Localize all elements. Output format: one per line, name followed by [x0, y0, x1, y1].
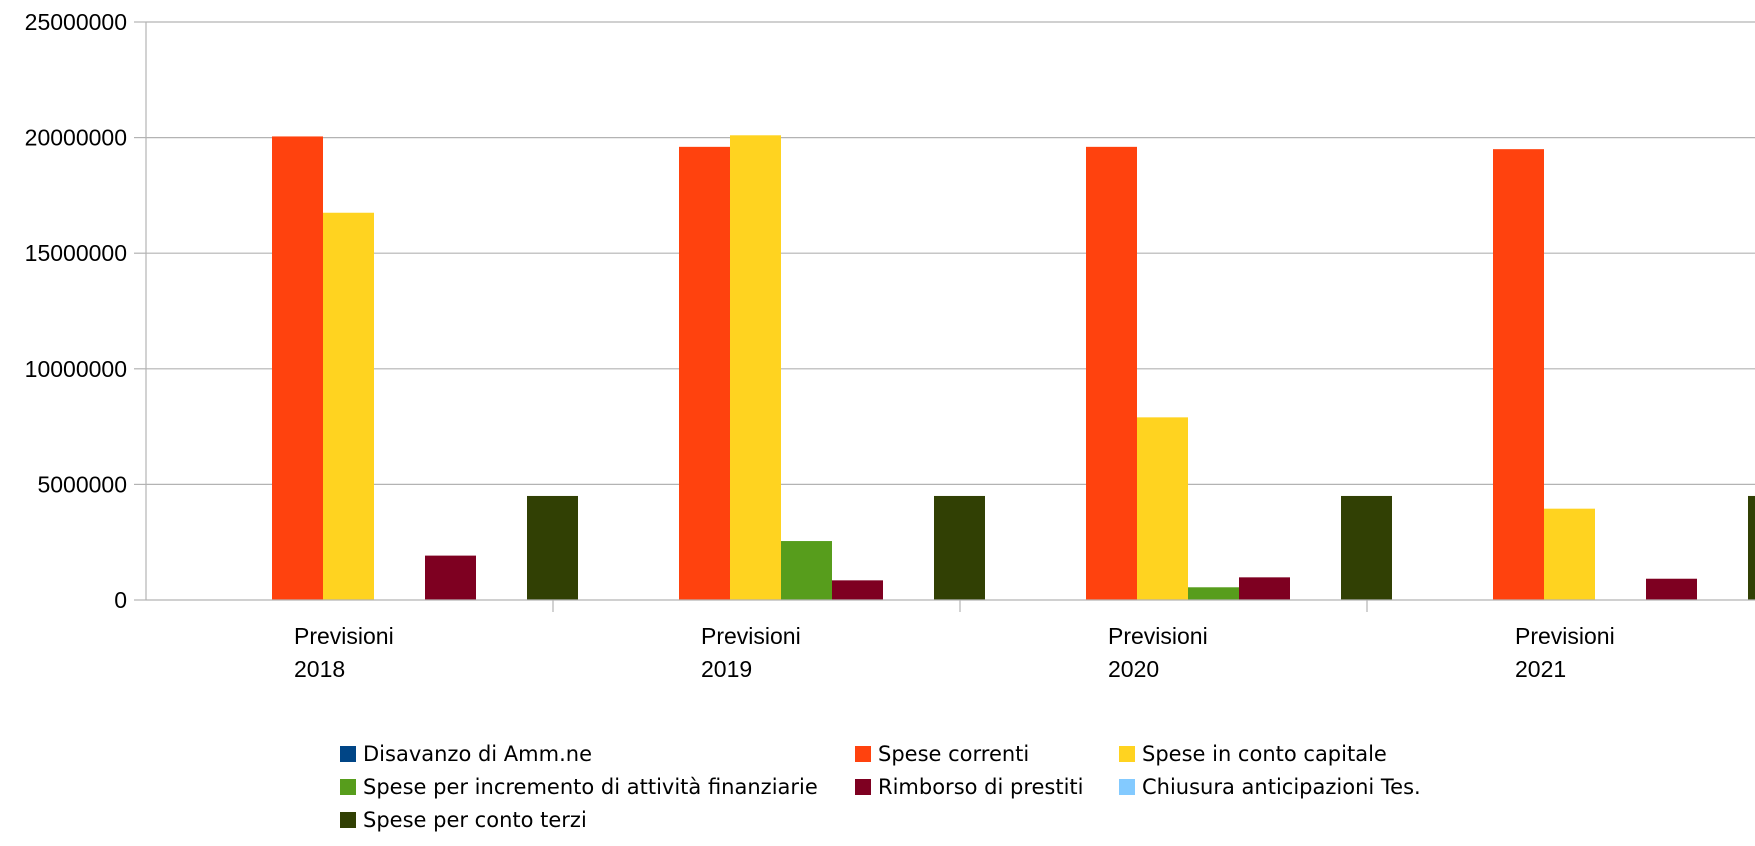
- legend-item: Disavanzo di Amm.ne: [340, 742, 592, 766]
- legend-item: Spese per conto terzi: [340, 808, 587, 832]
- y-tick-labels: 0 5000000 10000000 15000000 20000000 25000000: [25, 9, 127, 613]
- bar: [832, 580, 883, 600]
- legend-swatch: [1119, 746, 1135, 762]
- y-tick-label: 5000000: [37, 471, 127, 497]
- bar: [1239, 577, 1290, 600]
- bar: [1086, 146, 1137, 600]
- bar: [1341, 495, 1392, 600]
- axes: [134, 21, 1755, 612]
- legend-swatch: [855, 779, 871, 795]
- legend-label: Chiusura anticipazioni Tes.: [1142, 775, 1421, 799]
- legend-item: Chiusura anticipazioni Tes.: [1119, 775, 1421, 799]
- bar: [1646, 578, 1697, 600]
- x-category-label: 2020: [1108, 656, 1159, 682]
- bar: [679, 146, 730, 600]
- bar: [730, 135, 781, 600]
- legend-swatch: [1119, 779, 1135, 795]
- x-category-labels: Previsioni 2018 Previsioni 2019 Previsioni 20…: [294, 623, 1615, 682]
- bar: [323, 212, 374, 601]
- bar: [1188, 587, 1239, 600]
- legend-item: Spese correnti: [855, 742, 1029, 766]
- bar-chart: 0 5000000 10000000 15000000 20000000 25000000…: [25, 9, 1755, 682]
- legend-swatch: [340, 779, 356, 795]
- y-tick-label: 0: [114, 587, 127, 613]
- bar: [1137, 417, 1188, 600]
- legend-item: Rimborso di prestiti: [855, 775, 1084, 799]
- x-category-label: 2019: [701, 656, 752, 682]
- x-category-label: 2021: [1515, 656, 1566, 682]
- legend-label: Rimborso di prestiti: [878, 775, 1084, 799]
- bars: [272, 135, 1755, 601]
- legend-label: Spese per conto terzi: [363, 808, 587, 832]
- bar: [272, 136, 323, 600]
- y-tick-label: 25000000: [25, 9, 127, 35]
- legend-label: Spese in conto capitale: [1142, 742, 1387, 766]
- legend-item: Spese per incremento di attività finanzi…: [340, 775, 818, 799]
- legend-swatch: [340, 812, 356, 828]
- legend-swatch: [855, 746, 871, 762]
- legend-label: Spese correnti: [878, 742, 1030, 766]
- x-category-label: Previsioni: [294, 623, 394, 649]
- y-tick-label: 10000000: [25, 356, 127, 382]
- legend-label: Spese per incremento di attività finanzi…: [363, 775, 818, 799]
- x-category-label: Previsioni: [1515, 623, 1615, 649]
- bar: [425, 555, 476, 600]
- x-category-label: Previsioni: [701, 623, 801, 649]
- y-tick-label: 15000000: [25, 240, 127, 266]
- legend-label: Disavanzo di Amm.ne: [363, 742, 592, 766]
- y-tick-label: 20000000: [25, 125, 127, 151]
- bar: [1544, 508, 1595, 600]
- x-category-label: Previsioni: [1108, 623, 1208, 649]
- bar: [527, 495, 578, 600]
- bar: [1748, 495, 1755, 600]
- legend-swatch: [340, 746, 356, 762]
- x-category-label: 2018: [294, 656, 345, 682]
- legend: Disavanzo di Amm.ne Spese correnti Spese i…: [340, 742, 1490, 846]
- gridlines: [146, 21, 1755, 485]
- legend-item: Spese in conto capitale: [1119, 742, 1387, 766]
- bar: [934, 495, 985, 600]
- bar: [781, 541, 832, 600]
- bar: [1493, 149, 1544, 600]
